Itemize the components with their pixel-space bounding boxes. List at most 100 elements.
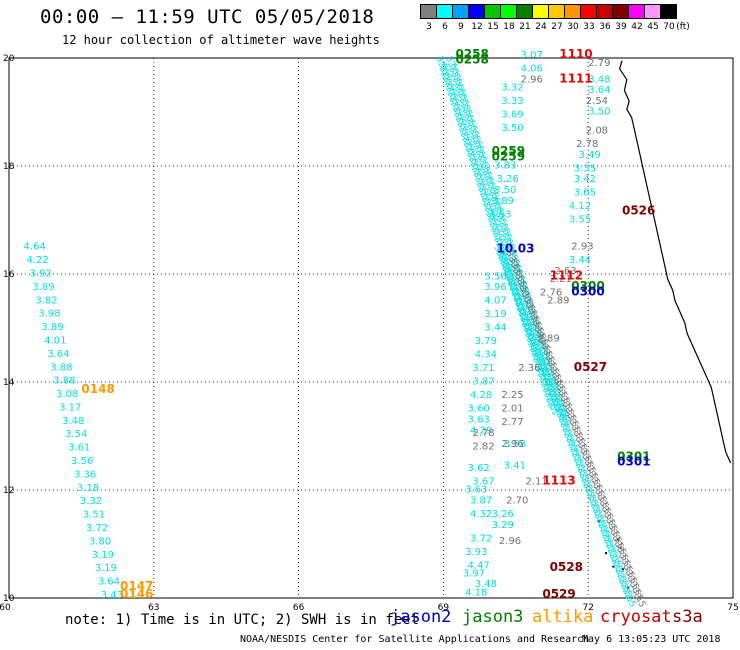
swh-value-gray: 2.77 [501,417,523,428]
scale-label: 36 [599,22,611,32]
page-subtitle: 12 hour collection of altimeter wave hei… [62,33,380,47]
swh-value-gray: 2.78 [472,428,494,439]
scale-label: 3 [426,22,432,32]
lat-tick-label: 20 [3,54,15,64]
swh-value-cyan: 3.93 [465,547,487,558]
swh-value-west: 3.19 [92,550,114,561]
swh-value-west: 3.61 [68,443,90,454]
swh-value-cyan: 3.63 [465,485,487,496]
scale-label: 18 [503,22,515,32]
coastline [618,60,732,464]
swh-value-west: 3.51 [83,510,105,521]
swh-value-cyan: 4.12 [569,201,591,212]
swh-value-cyan: 3.19 [484,309,506,320]
swh-value-cyan: 3.26 [496,174,518,185]
swh-value-west: 3.88 [50,362,72,373]
swh-value-cyan: 3.35 [574,163,596,174]
swh-value-cyan: 4.34 [475,350,497,361]
swh-value-cyan: 4.06 [521,64,543,75]
swh-value-cyan: 3.71 [472,363,494,374]
swh-value-cyan: 3.96 [484,282,506,293]
scale-label: 70 [663,22,675,32]
swh-value-west: 3.92 [29,268,51,279]
legend-item-cryosat: cryosat [600,607,672,627]
swh-value-cyan: 3.87 [472,377,494,388]
footer-date: May 6 13:05:23 UTC 2018 [582,634,721,645]
pass-time-label: 1111 [559,71,592,85]
swh-value-cyan: 3.49 [579,150,601,161]
swh-value-cyan: 3.67 [472,477,494,488]
swh-value-west: 4.01 [44,335,66,346]
swh-value-gray: 2.36 [518,363,540,374]
swh-value-cyan: 3.29 [492,520,514,531]
swh-value-gray: 2.96 [499,536,521,547]
scale-label: 6 [442,22,448,32]
note-text: note: 1) Time is in UTC; 2) SWH is in fe… [65,612,420,628]
island-marker [621,568,624,571]
lat-tick-label: 16 [3,270,15,280]
swh-value-gray: 2.54 [586,96,608,107]
swh-value-cyan: 3.44 [484,323,506,334]
pass-time-label: 0148 [81,382,114,396]
swh-value-west: 3.54 [65,429,87,440]
swh-value-cyan: 3.26 [492,509,514,520]
swh-value-gray: 2.63 [554,266,576,277]
swh-value-cyan: 3.50 [501,123,523,134]
swh-value-west: 3.89 [32,282,54,293]
swh-value-cyan: 3.60 [468,404,490,415]
swh-value-cyan: 3.63 [468,415,490,426]
swh-value-cyan: 3.44 [569,255,591,266]
swh-value-west: 3.19 [95,563,117,574]
swh-value-west: 4.22 [26,255,48,266]
swh-value-cyan: 3.65 [574,188,596,199]
swh-value-west: 3.43 [101,590,123,601]
swh-value-gray: 2.25 [501,390,523,401]
lat-tick-label: 18 [3,162,15,172]
swh-value-cyan: 3.41 [504,460,526,471]
swh-value-gray: 2.11 [525,477,547,488]
swh-value-west: 3.82 [35,295,57,306]
swh-value-west: 3.80 [89,536,111,547]
lon-tick-label: 60 [0,603,11,613]
scale-unit: (ft) [676,22,690,32]
island-marker [612,565,615,568]
swh-value-west: 3.18 [77,483,99,494]
swh-value-west: 3.98 [38,309,60,320]
swh-value-cyan: 3.69 [501,109,523,120]
lon-tick-label: 69 [438,603,450,613]
lat-tick-label: 14 [3,378,15,388]
lon-tick-label: 75 [727,603,738,613]
swh-value-west: 3.32 [80,496,102,507]
pass-time-label: 0259 [492,150,525,164]
pass-time-label: 10.03 [496,241,534,255]
pass-time-label: 0301 [617,449,650,463]
swh-value-cyan: 3.53 [489,209,511,220]
scale-label: 45 [647,22,659,32]
legend-item-altika: altika [532,607,594,627]
swh-value-cyan: 4.32 [470,509,492,520]
pass-time-label: 1110 [559,47,592,61]
color-scale [420,4,677,19]
lon-tick-label: 66 [293,603,305,613]
swh-value-cyan: 3.87 [470,496,492,507]
swh-value-gray: 2.82 [472,442,494,453]
swh-value-cyan: 5.56 [484,271,506,282]
swh-value-west: 3.64 [47,349,69,360]
island-marker [626,587,629,590]
scale-label: 15 [487,22,499,32]
swh-value-cyan: 3.83 [494,161,516,172]
pass-time-label: 0258 [455,47,488,61]
scale-label: 33 [583,22,595,32]
swh-value-gray: 2.76 [540,288,562,299]
pass-time-label: 0301 [617,455,650,469]
scale-swatch [660,4,677,19]
pass-time-label: 1112 [550,268,583,282]
swh-value-cyan: 3.33 [501,96,523,107]
swh-value-cyan: 4.47 [468,560,490,571]
swh-value-west: 3.08 [56,389,78,400]
swh-value-gray: 2.01 [501,404,523,415]
legend-item-jason3: jason3 [462,607,524,627]
swh-value-cyan: 3.50 [494,185,516,196]
swh-value-cyan: 3.72 [470,533,492,544]
